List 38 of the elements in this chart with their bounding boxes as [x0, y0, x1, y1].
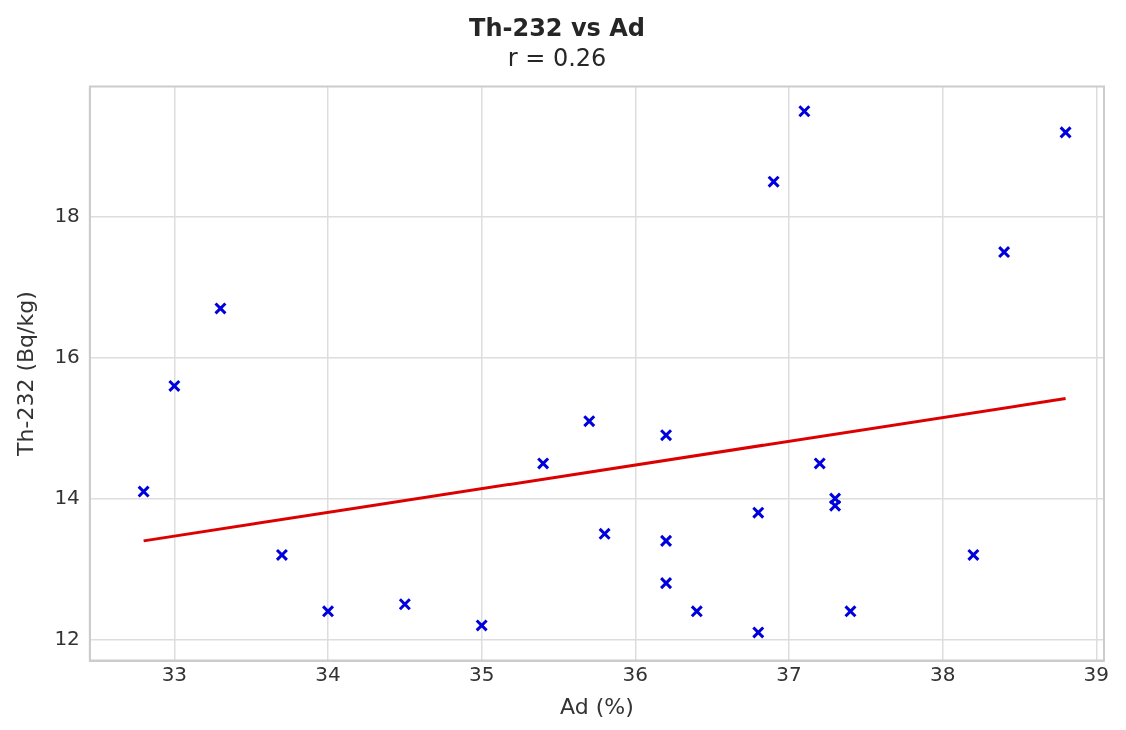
point: [659, 534, 673, 548]
point: [582, 414, 596, 428]
point: [398, 597, 412, 611]
point: [167, 379, 181, 393]
point: [767, 175, 781, 189]
point: [214, 302, 227, 315]
point: [966, 548, 980, 562]
point: [1059, 125, 1073, 139]
point: [751, 625, 765, 639]
y-tick-label: 12: [54, 625, 80, 650]
x-tick-label: 33: [161, 661, 188, 686]
point: [751, 506, 765, 520]
x-tick-label: 36: [622, 661, 649, 686]
point: [813, 456, 827, 470]
chart-subtitle: r = 0.26: [507, 44, 607, 73]
y-axis-title: Th-232 (Bq/kg): [12, 291, 38, 457]
point: [659, 428, 673, 442]
chart-title: Th-232 vs Ad: [469, 13, 645, 42]
point: [690, 604, 704, 618]
x-tick-label: 38: [929, 661, 956, 686]
x-tick-label: 39: [1083, 661, 1110, 686]
point: [797, 104, 811, 118]
point: [321, 604, 335, 618]
x-tick-label: 34: [315, 661, 341, 686]
point: [137, 485, 151, 499]
point: [659, 576, 673, 590]
point: [536, 456, 550, 470]
x-tick-label: 35: [468, 661, 495, 686]
y-tick-label: 14: [54, 484, 80, 509]
point: [844, 604, 857, 618]
x-axis-title: Ad (%): [560, 693, 634, 719]
y-tick-label: 16: [54, 343, 80, 368]
point: [475, 618, 489, 632]
point: [275, 548, 289, 562]
point: [997, 245, 1011, 259]
point: [598, 527, 612, 541]
x-tick-label: 37: [776, 661, 802, 686]
y-tick-label: 18: [54, 203, 80, 228]
